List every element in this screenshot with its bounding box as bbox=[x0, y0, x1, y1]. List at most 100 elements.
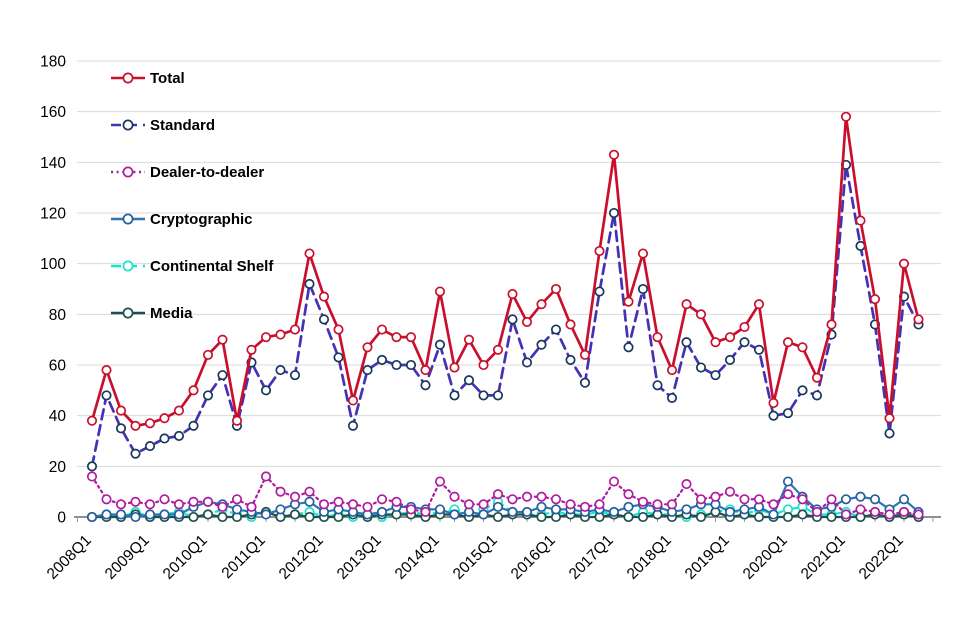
marker-standard-2021Q4 bbox=[884, 428, 895, 439]
marker-total-2011Q4 bbox=[304, 248, 315, 259]
marker-total-2015Q4 bbox=[536, 299, 547, 310]
marker-dealer-to-dealer-2014Q4 bbox=[478, 499, 489, 510]
marker-standard-2019Q4 bbox=[768, 410, 779, 421]
marker-dealer-to-dealer-2017Q3 bbox=[637, 496, 649, 507]
legend-label-standard: Standard bbox=[150, 116, 216, 134]
marker-dealer-to-dealer-2020Q1 bbox=[782, 489, 794, 500]
marker-dealer-to-dealer-2022Q1 bbox=[898, 506, 910, 517]
x-axis-label: 2019Q1 bbox=[682, 532, 733, 583]
marker-cryptographic-2017Q1 bbox=[608, 506, 620, 517]
marker-dealer-to-dealer-2021Q2 bbox=[855, 504, 866, 515]
legend-label-cryptographic: Cryptographic bbox=[150, 210, 253, 228]
legend-sample-dealer-to-dealer bbox=[111, 166, 145, 178]
marker-total-2017Q1 bbox=[608, 149, 620, 160]
marker-standard-2014Q3 bbox=[463, 375, 475, 386]
marker-media-2018Q3 bbox=[695, 511, 707, 523]
marker-dealer-to-dealer-2016Q2 bbox=[565, 499, 576, 510]
marker-total-2009Q1 bbox=[144, 418, 156, 429]
marker-cryptographic-2011Q2 bbox=[275, 504, 286, 515]
marker-total-2012Q3 bbox=[347, 395, 359, 406]
series-total bbox=[86, 111, 924, 431]
marker-cryptographic-2008Q4 bbox=[130, 511, 141, 523]
marker-total-2021Q4 bbox=[884, 413, 895, 424]
marker-standard-2010Q1 bbox=[202, 390, 214, 401]
marker-standard-2018Q2 bbox=[681, 337, 692, 348]
marker-total-2013Q3 bbox=[405, 332, 417, 343]
marker-cryptographic-2013Q1 bbox=[376, 506, 388, 517]
marker-dealer-to-dealer-2020Q3 bbox=[811, 506, 823, 517]
marker-total-2018Q2 bbox=[681, 299, 692, 310]
legend-item-media: Media bbox=[110, 304, 193, 322]
legend-label-continental-shelf: Continental Shelf bbox=[150, 257, 274, 275]
marker-cryptographic-2019Q4 bbox=[768, 509, 779, 520]
marker-cryptographic-2015Q3 bbox=[521, 506, 533, 517]
marker-total-2020Q3 bbox=[811, 372, 823, 383]
marker-total-2014Q1 bbox=[434, 286, 446, 297]
marker-dealer-to-dealer-2013Q4 bbox=[420, 506, 431, 517]
marker-dealer-to-dealer-2013Q2 bbox=[391, 496, 402, 507]
marker-dealer-to-dealer-2008Q2 bbox=[101, 494, 112, 505]
marker-total-2008Q4 bbox=[130, 420, 141, 431]
marker-total-2016Q3 bbox=[579, 349, 591, 360]
marker-total-2020Q4 bbox=[826, 319, 837, 330]
marker-standard-2015Q2 bbox=[507, 314, 518, 325]
marker-standard-2015Q3 bbox=[521, 357, 533, 368]
marker-standard-2016Q2 bbox=[565, 354, 576, 365]
x-axis-label: 2015Q1 bbox=[450, 532, 501, 583]
marker-total-2014Q3 bbox=[463, 334, 475, 345]
marker-cryptographic-2021Q2 bbox=[855, 491, 866, 502]
marker-cryptographic-2009Q1 bbox=[144, 509, 156, 520]
marker-dealer-to-dealer-2022Q2 bbox=[913, 509, 924, 520]
marker-total-2013Q2 bbox=[391, 332, 402, 343]
marker-total-2018Q3 bbox=[695, 309, 707, 320]
y-axis-label: 140 bbox=[40, 155, 66, 172]
marker-standard-2020Q3 bbox=[811, 390, 823, 401]
y-axis-label: 60 bbox=[49, 358, 67, 375]
marker-dealer-to-dealer-2010Q1 bbox=[202, 496, 214, 507]
marker-total-2010Q1 bbox=[202, 349, 214, 360]
marker-standard-2010Q2 bbox=[217, 370, 228, 381]
marker-dealer-to-dealer-2015Q1 bbox=[492, 489, 504, 500]
marker-total-2008Q1 bbox=[86, 415, 98, 426]
marker-total-2015Q2 bbox=[507, 289, 518, 300]
marker-dealer-to-dealer-2017Q2 bbox=[623, 489, 634, 500]
marker-dealer-to-dealer-2019Q1 bbox=[724, 486, 736, 497]
marker-media-2015Q4 bbox=[536, 511, 547, 523]
series-standard bbox=[86, 159, 924, 472]
marker-dealer-to-dealer-2015Q2 bbox=[507, 494, 518, 505]
marker-standard-2018Q4 bbox=[710, 370, 721, 381]
marker-standard-2019Q1 bbox=[724, 354, 736, 365]
marker-cryptographic-2014Q4 bbox=[478, 509, 489, 520]
marker-standard-2014Q1 bbox=[434, 339, 446, 350]
marker-cryptographic-2009Q2 bbox=[159, 509, 170, 520]
legend-label-dealer-to-dealer: Dealer-to-dealer bbox=[150, 163, 265, 181]
marker-cryptographic-2019Q1 bbox=[724, 506, 736, 517]
legend-label-media: Media bbox=[150, 304, 193, 322]
marker-cryptographic-2020Q1 bbox=[782, 476, 794, 487]
marker-cryptographic-2011Q4 bbox=[304, 496, 315, 507]
marker-dealer-to-dealer-2020Q4 bbox=[826, 494, 837, 505]
marker-total-2021Q2 bbox=[855, 215, 866, 226]
marker-media-2010Q2 bbox=[217, 511, 228, 523]
marker-standard-2013Q3 bbox=[405, 359, 417, 371]
marker-standard-2017Q2 bbox=[623, 342, 634, 353]
marker-total-2012Q2 bbox=[333, 324, 344, 335]
marker-total-2010Q4 bbox=[246, 344, 257, 355]
marker-total-2013Q1 bbox=[376, 324, 388, 335]
marker-standard-2012Q3 bbox=[347, 420, 359, 431]
marker-media-2020Q4 bbox=[826, 511, 837, 523]
x-axis-label: 2022Q1 bbox=[856, 532, 907, 583]
marker-dealer-to-dealer-2008Q4 bbox=[130, 496, 141, 507]
marker-standard-2014Q4 bbox=[478, 390, 489, 401]
marker-dealer-to-dealer-2018Q1 bbox=[666, 499, 678, 510]
marker-standard-2019Q2 bbox=[739, 337, 750, 348]
marker-dealer-to-dealer-2018Q3 bbox=[695, 494, 707, 505]
marker-cryptographic-2010Q3 bbox=[231, 504, 243, 515]
marker-standard-2020Q2 bbox=[797, 385, 808, 396]
y-axis-label: 20 bbox=[49, 459, 67, 476]
marker-media-2011Q3 bbox=[289, 509, 301, 520]
marker-total-2016Q2 bbox=[565, 319, 576, 330]
marker-standard-2016Q4 bbox=[594, 286, 605, 297]
marker-total-2018Q4 bbox=[710, 337, 721, 348]
gridlines bbox=[77, 60, 941, 467]
